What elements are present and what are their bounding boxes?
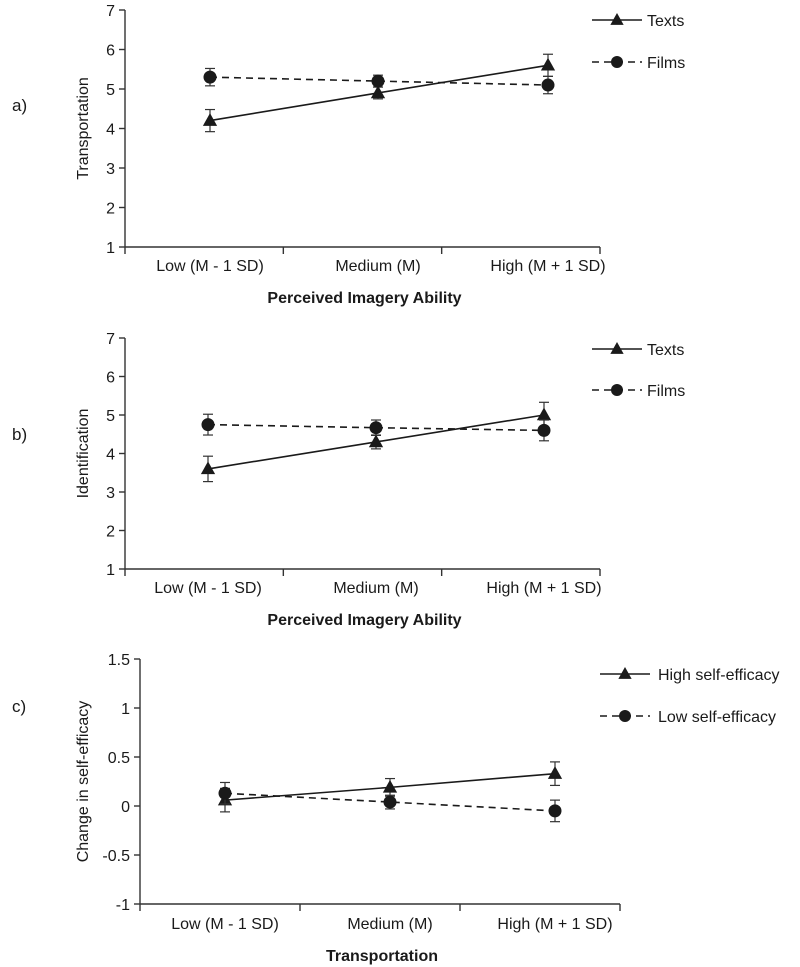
y-tick-label: 5 xyxy=(106,82,115,99)
legend-item: Texts xyxy=(592,13,684,30)
legend-triangle-icon xyxy=(610,342,624,354)
panel-label: c) xyxy=(12,697,26,716)
legend-triangle-icon xyxy=(610,13,624,25)
series-solid xyxy=(202,53,556,133)
legend-label: Films xyxy=(647,383,685,400)
x-tick-label: High (M + 1 SD) xyxy=(490,258,605,275)
y-tick-label: 4 xyxy=(106,122,115,139)
legend-item: High self-efficacy xyxy=(600,667,780,684)
panel-label: a) xyxy=(12,96,27,115)
x-tick-label: High (M + 1 SD) xyxy=(497,916,612,933)
x-axis-title: Perceived Imagery Ability xyxy=(267,612,461,629)
data-point-triangle xyxy=(536,407,552,421)
x-tick-label: Low (M - 1 SD) xyxy=(156,258,264,275)
legend-item: Films xyxy=(592,55,685,72)
y-axis-title: Identification xyxy=(75,409,92,499)
x-tick-label: Low (M - 1 SD) xyxy=(171,916,279,933)
y-tick-label: 1.5 xyxy=(108,652,130,669)
data-point-circle xyxy=(203,70,217,84)
y-tick-label: 1 xyxy=(106,562,115,579)
legend-label: Films xyxy=(647,55,685,72)
y-tick-label: 7 xyxy=(106,3,115,20)
data-point-circle xyxy=(537,423,551,437)
series-dashed xyxy=(203,67,555,95)
x-tick-label: Low (M - 1 SD) xyxy=(154,580,262,597)
x-tick-label: Medium (M) xyxy=(333,580,418,597)
series-dashed xyxy=(201,413,551,442)
data-point-triangle xyxy=(368,434,384,448)
legend-circle-icon xyxy=(611,56,623,68)
legend-item: Low self-efficacy xyxy=(600,709,776,726)
data-point-triangle xyxy=(370,85,386,99)
y-tick-label: 1 xyxy=(106,240,115,257)
chart-panel-2: b) 1 2 3 4 5 6 7 Low (M - 1 SD) Medium (M) High (M… xyxy=(12,331,685,629)
data-point-circle xyxy=(371,74,385,88)
y-tick-label: 5 xyxy=(106,408,115,425)
legend-item: Films xyxy=(592,383,685,400)
panel-label: b) xyxy=(12,425,27,444)
data-point-circle xyxy=(548,804,562,818)
data-point-circle xyxy=(201,418,215,432)
y-tick-label: 3 xyxy=(106,485,115,502)
legend-label: High self-efficacy xyxy=(658,667,780,684)
x-axis-title: Transportation xyxy=(326,948,438,965)
y-tick-label: 6 xyxy=(106,370,115,387)
data-point-triangle xyxy=(200,461,216,475)
legend-label: Low self-efficacy xyxy=(658,709,776,726)
y-tick-label: 0.5 xyxy=(108,750,130,767)
legend-circle-icon xyxy=(619,710,631,722)
y-tick-label: 2 xyxy=(106,524,115,541)
legend-label: Texts xyxy=(647,13,684,30)
data-point-triangle xyxy=(202,113,218,126)
y-axis-title: Change in self-efficacy xyxy=(75,701,92,863)
legend-triangle-icon xyxy=(618,667,632,679)
y-tick-label: 3 xyxy=(106,161,115,178)
y-tick-label: 2 xyxy=(106,201,115,218)
legend-item: Texts xyxy=(592,342,684,359)
data-point-triangle xyxy=(382,779,398,793)
series-dashed xyxy=(218,781,562,823)
series-solid xyxy=(217,761,563,813)
data-point-circle xyxy=(383,795,397,809)
chart-panel-1: a) 1 2 3 4 5 6 7 Low (M - 1 SD) Medium (M) High (M… xyxy=(12,3,685,307)
x-tick-label: High (M + 1 SD) xyxy=(486,580,601,597)
x-tick-label: Medium (M) xyxy=(335,258,420,275)
legend-label: Texts xyxy=(647,342,684,359)
data-point-circle xyxy=(541,78,555,92)
y-tick-label: -0.5 xyxy=(102,848,130,865)
y-tick-label: 6 xyxy=(106,43,115,60)
data-point-circle xyxy=(218,786,232,800)
y-tick-label: 0 xyxy=(121,799,130,816)
y-tick-label: 7 xyxy=(106,331,115,348)
data-point-circle xyxy=(369,421,383,435)
y-tick-label: -1 xyxy=(116,897,130,914)
data-point-triangle xyxy=(540,57,556,71)
x-axis-title: Perceived Imagery Ability xyxy=(267,290,461,307)
x-tick-label: Medium (M) xyxy=(347,916,432,933)
series-solid xyxy=(200,401,552,483)
legend-circle-icon xyxy=(611,384,623,396)
chart-panel-3: c) -1 -0.5 0 0.5 1 1.5 Low (M - 1 SD) Medium (M)… xyxy=(12,652,780,965)
data-point-triangle xyxy=(547,766,563,779)
y-tick-label: 4 xyxy=(106,447,115,464)
y-tick-label: 1 xyxy=(121,701,130,718)
y-axis-title: Transportation xyxy=(75,77,92,180)
